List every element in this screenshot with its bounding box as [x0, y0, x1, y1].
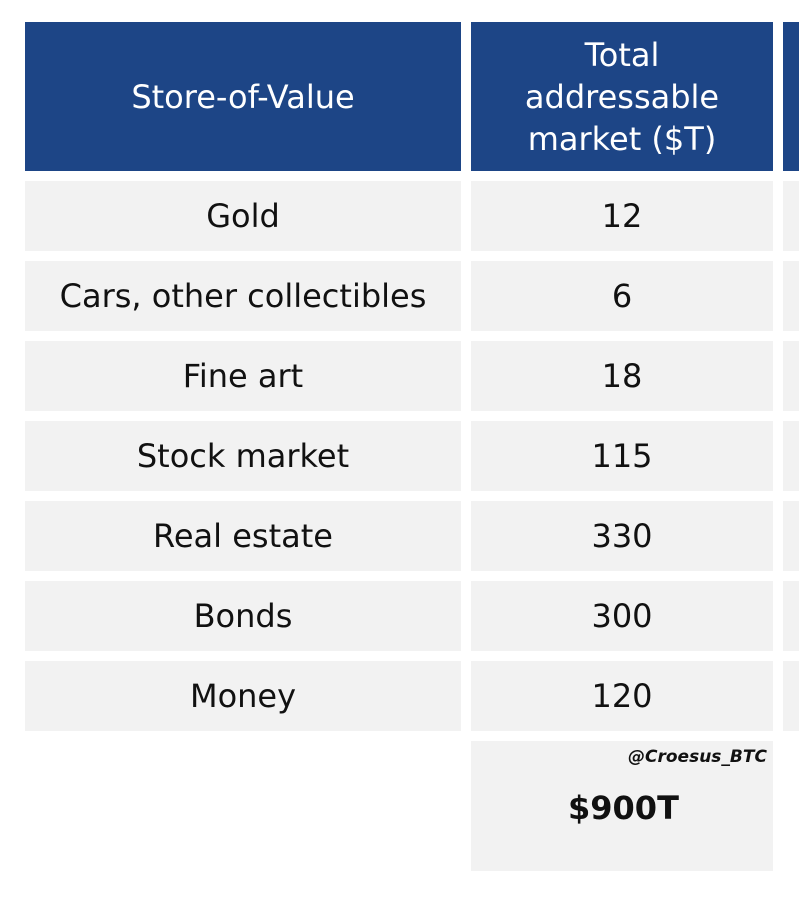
total-value: $900T — [568, 789, 679, 827]
row-label-text: Real estate — [153, 517, 333, 555]
table-row-cut-off-cell — [783, 261, 799, 331]
table-row-label: Real estate — [25, 501, 461, 571]
table-row-value: 18 — [471, 341, 773, 411]
table-row-cut-off-cell — [783, 661, 799, 731]
table-row-cut-off-cell — [783, 341, 799, 411]
table-row-value: 300 — [471, 581, 773, 651]
watermark-handle: @Croesus_BTC — [628, 747, 767, 767]
table-row-label: Fine art — [25, 341, 461, 411]
header-line-1: Total — [584, 35, 660, 74]
header-store-of-value: Store-of-Value — [25, 22, 461, 171]
row-value-text: 6 — [611, 277, 633, 315]
header-total-addressable-market: Total addressable market ($T) — [471, 22, 773, 171]
table-row-label: Cars, other collectibles — [25, 261, 461, 331]
row-value-text: 18 — [601, 357, 643, 395]
table-row-label: Bonds — [25, 581, 461, 651]
table-row-value: 115 — [471, 421, 773, 491]
row-label-text: Money — [189, 677, 297, 715]
table-row-cut-off-cell — [783, 501, 799, 571]
table-row-value: 12 — [471, 181, 773, 251]
table-row-value: 330 — [471, 501, 773, 571]
row-value-text: 120 — [591, 677, 653, 715]
row-label-text: Cars, other collectibles — [59, 277, 427, 315]
table-row-label: Gold — [25, 181, 461, 251]
row-label-text: Gold — [206, 197, 280, 235]
header-store-of-value-label: Store-of-Value — [131, 77, 355, 116]
table-row-label: Money — [25, 661, 461, 731]
header-line-2: addressable — [524, 77, 720, 116]
table-row-value: 6 — [471, 261, 773, 331]
header-line-3: market ($T) — [527, 119, 717, 158]
total-cell — [471, 741, 773, 871]
table-row-cut-off-cell — [783, 421, 799, 491]
table-row-label: Stock market — [25, 421, 461, 491]
table-row-cut-off-cell — [783, 181, 799, 251]
row-value-text: 12 — [601, 197, 643, 235]
header-cut-off-column — [783, 22, 799, 171]
row-label-text: Fine art — [182, 357, 304, 395]
row-value-text: 330 — [591, 517, 653, 555]
row-value-text: 300 — [591, 597, 653, 635]
row-label-text: Stock market — [136, 437, 350, 475]
row-label-text: Bonds — [193, 597, 293, 635]
row-value-text: 115 — [591, 437, 653, 475]
table-row-cut-off-cell — [783, 581, 799, 651]
table-row-value: 120 — [471, 661, 773, 731]
